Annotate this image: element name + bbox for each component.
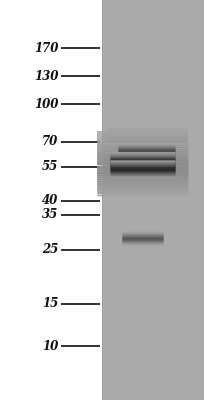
Text: 15: 15 — [42, 297, 58, 310]
Text: 100: 100 — [34, 98, 58, 110]
Bar — [102, 0, 204, 400]
Text: 25: 25 — [42, 244, 58, 256]
Text: 170: 170 — [34, 42, 58, 55]
Text: 55: 55 — [42, 160, 58, 174]
Text: 35: 35 — [42, 208, 58, 221]
Text: 70: 70 — [42, 135, 58, 148]
Text: 10: 10 — [42, 340, 58, 353]
Text: 40: 40 — [42, 194, 58, 207]
Text: 130: 130 — [34, 70, 58, 83]
